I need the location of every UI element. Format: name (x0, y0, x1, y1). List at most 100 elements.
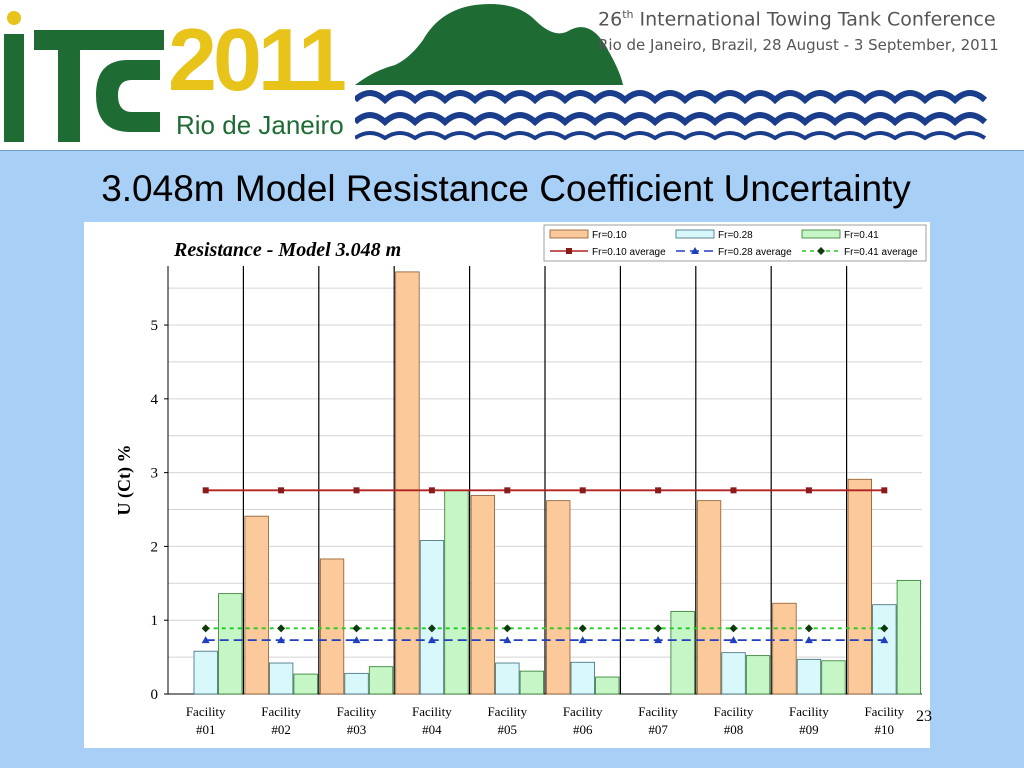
logo-city: Rio de Janeiro (176, 110, 344, 140)
x-tick-label: #02 (271, 722, 291, 737)
logo-top-bar (34, 30, 164, 50)
bar-010 (395, 271, 420, 695)
average-marker-square (504, 487, 511, 494)
average-marker-square (428, 487, 435, 494)
ittc-logo (4, 11, 164, 142)
conference-ordinal-suffix: th (622, 8, 634, 21)
bar-028 (268, 662, 294, 695)
legend-label: Fr=0.28 (718, 230, 753, 241)
average-marker-triangle (804, 636, 813, 644)
average-marker-triangle (578, 636, 587, 644)
bar-028 (570, 661, 595, 695)
average-marker-square (278, 487, 285, 494)
average-marker-square (353, 487, 360, 494)
bar-028 (419, 540, 445, 695)
average-marker-triangle (352, 636, 361, 644)
bar-010 (319, 558, 345, 695)
bar-028 (796, 658, 822, 695)
x-tick-label: #09 (799, 722, 819, 737)
average-marker-square (881, 487, 888, 494)
logo-year: 2011 (168, 10, 347, 109)
x-tick-label: Facility (412, 704, 452, 719)
resistance-uncertainty-chart: 0 1 2 3 4 5 Facility #01 Facility #02 Facility #03 F… (114, 224, 927, 737)
average-marker-triangle (503, 636, 512, 644)
bar-041 (519, 670, 545, 695)
x-tick-label: #06 (573, 722, 593, 737)
bar-041 (293, 673, 318, 695)
bar-041 (670, 610, 695, 695)
average-marker-triangle (880, 636, 889, 644)
legend-marker (691, 247, 699, 254)
average-marker-triangle (201, 636, 210, 644)
x-tick-label: #07 (648, 722, 668, 737)
legend-label: Fr=0.41 (844, 230, 879, 241)
average-marker-square (202, 487, 209, 494)
bar-028 (344, 672, 369, 695)
x-tick-label: Facility (337, 704, 377, 719)
logo-letter-c (96, 60, 160, 132)
average-marker-triangle (654, 636, 663, 644)
bar-010 (546, 500, 571, 695)
average-marker-square (579, 487, 586, 494)
slide-title: 3.048m Model Resistance Coefficient Unce… (101, 168, 911, 209)
wave-row-2 (355, 112, 988, 127)
bar-028 (721, 652, 746, 695)
bar-010 (696, 500, 722, 695)
x-tick-label: #10 (875, 722, 895, 737)
x-tick-label: Facility (638, 704, 678, 719)
x-tick-label: #08 (724, 722, 744, 737)
average-marker-diamond (427, 624, 436, 633)
bar-010 (847, 478, 872, 695)
wave-row-3 (355, 131, 987, 141)
x-tick-label: #04 (422, 722, 442, 737)
bar-010 (772, 602, 797, 695)
bar-041 (595, 676, 620, 695)
x-tick-label: Facility (864, 704, 904, 719)
x-tick-label: Facility (186, 704, 226, 719)
legend-marker (817, 247, 825, 255)
x-tick-label: #03 (347, 722, 367, 737)
conference-details: Rio de Janeiro, Brazil, 28 August - 3 Se… (598, 36, 999, 54)
page-number: 23 (916, 708, 932, 725)
chart-panel: 0 1 2 3 4 5 Facility #01 Facility #02 Facility #03 F… (84, 222, 930, 748)
bar-010 (244, 515, 269, 695)
bar-041 (218, 593, 243, 695)
average-marker-triangle (427, 636, 436, 644)
x-tick-label: Facility (714, 704, 754, 719)
average-marker-diamond (880, 624, 889, 633)
legend-box (543, 224, 927, 262)
sugarloaf-waves-graphic (355, 4, 988, 141)
average-marker-diamond (578, 624, 587, 633)
average-marker-diamond (804, 624, 813, 633)
bar-028 (193, 650, 218, 695)
x-tick-label: Facility (261, 704, 301, 719)
average-marker-diamond (352, 624, 361, 633)
logo-dot (7, 11, 21, 25)
mountain-shape (355, 4, 623, 85)
conference-name: 26th International Towing Tank Conferenc… (598, 8, 996, 30)
bar-041 (745, 655, 771, 695)
logo-bar-t (58, 50, 80, 142)
average-marker-square (655, 487, 662, 494)
legend-label: Fr=0.10 (592, 230, 627, 241)
y-tick-label: 1 (151, 613, 159, 629)
legend-label: Fr=0.10 average (592, 247, 666, 258)
legend-swatch (675, 229, 715, 239)
legend-label: Fr=0.41 average (844, 247, 918, 258)
average-marker-diamond (201, 624, 210, 633)
x-tick-label: #05 (498, 722, 518, 737)
bar-041 (368, 666, 394, 695)
average-marker-diamond (277, 624, 286, 633)
legend-label: Fr=0.28 average (718, 247, 792, 258)
bar-028 (872, 604, 897, 695)
bar-041 (821, 660, 846, 695)
conference-ordinal: 26 (598, 8, 623, 31)
average-marker-square (805, 487, 812, 494)
y-tick-label: 0 (151, 687, 159, 703)
x-tick-label: Facility (487, 704, 527, 719)
average-marker-diamond (729, 624, 738, 633)
bar-010 (470, 495, 496, 695)
y-tick-label: 5 (151, 318, 159, 334)
bar-028 (495, 662, 520, 695)
average-marker-diamond (503, 624, 512, 633)
